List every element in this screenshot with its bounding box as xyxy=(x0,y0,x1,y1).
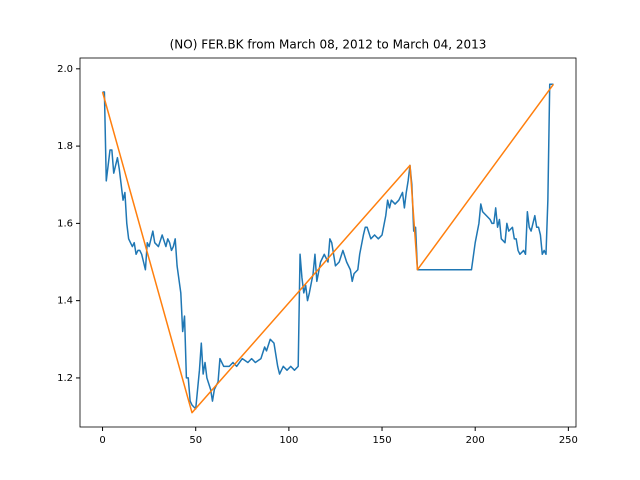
x-tick-label: 100 xyxy=(279,435,298,446)
y-tick-label: 1.4 xyxy=(57,296,73,307)
x-tick-label: 200 xyxy=(466,435,485,446)
line-series xyxy=(102,83,554,410)
x-tick-label: 0 xyxy=(99,435,105,446)
y-tick-label: 1.8 xyxy=(57,141,73,152)
y-tick-label: 2.0 xyxy=(57,64,73,75)
x-tick-label: 250 xyxy=(559,435,578,446)
y-tick-label: 1.6 xyxy=(57,218,73,229)
x-tick-label: 50 xyxy=(189,435,202,446)
chart-title: (NO) FER.BK from March 08, 2012 to March… xyxy=(170,38,487,52)
plot-frame xyxy=(79,57,577,428)
line-series xyxy=(101,83,555,414)
x-tick-label: 150 xyxy=(372,435,391,446)
y-tick-label: 1.2 xyxy=(57,373,73,384)
